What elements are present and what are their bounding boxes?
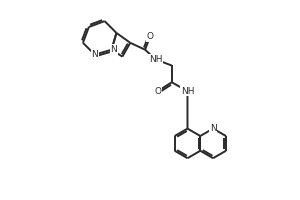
Text: N: N (210, 124, 217, 133)
Text: N: N (92, 50, 98, 59)
Text: O: O (154, 87, 161, 96)
Text: NH: NH (149, 55, 163, 64)
Text: O: O (146, 32, 154, 41)
Text: N: N (110, 45, 117, 54)
Text: NH: NH (181, 87, 194, 96)
